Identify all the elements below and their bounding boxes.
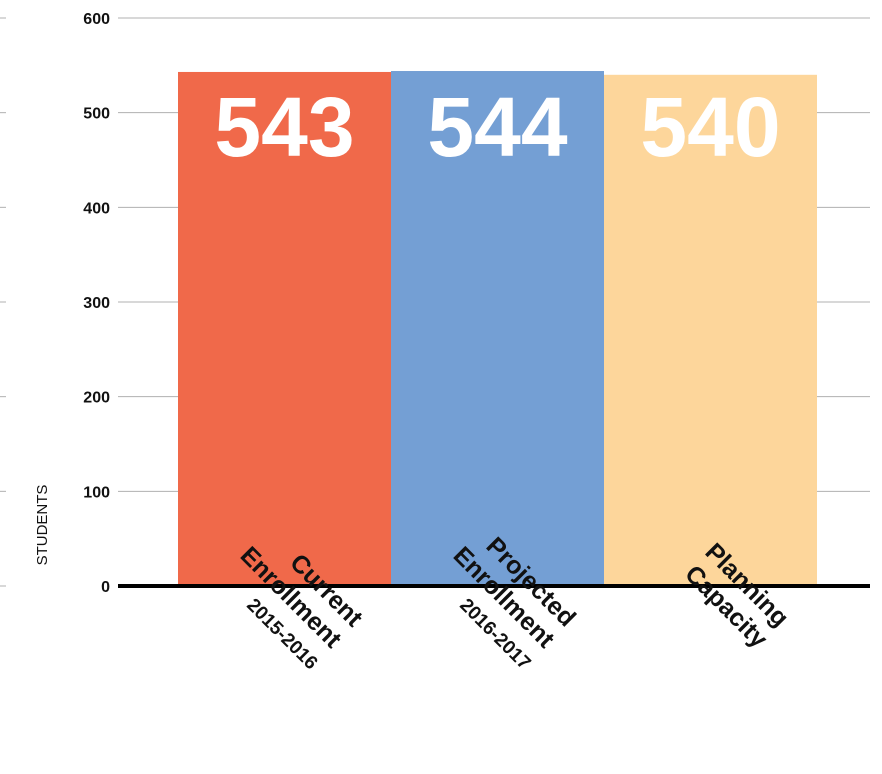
y-tick-label: 200 bbox=[83, 390, 110, 407]
bar bbox=[178, 71, 391, 586]
bar-value-label: 544 bbox=[427, 80, 567, 174]
y-tick-label: 500 bbox=[83, 106, 110, 123]
data-labels: 543 544 540 bbox=[214, 80, 780, 174]
bar-value-label: 543 bbox=[214, 80, 354, 174]
bar-value-label: 540 bbox=[640, 80, 780, 174]
y-tick-label: 300 bbox=[83, 295, 110, 312]
y-tick-label: 600 bbox=[83, 11, 110, 28]
y-tick-label: 400 bbox=[83, 200, 110, 217]
y-axis-label: STUDENTS bbox=[34, 485, 51, 566]
y-tick-label: 0 bbox=[101, 579, 110, 596]
y-tick-label: 100 bbox=[83, 484, 110, 501]
bar bbox=[391, 71, 604, 587]
bar bbox=[604, 74, 817, 587]
bars bbox=[178, 71, 817, 587]
